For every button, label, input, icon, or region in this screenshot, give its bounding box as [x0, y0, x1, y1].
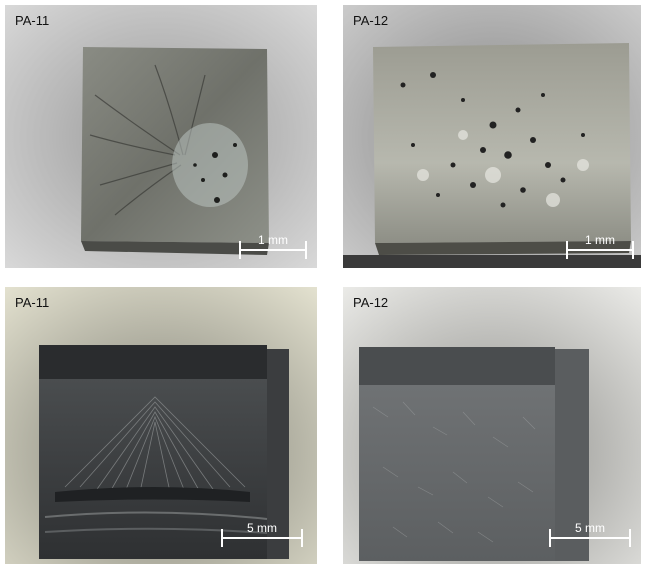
photo-panel-pa12-bottom: PA-12 5 mm: [343, 287, 641, 564]
specimen-image: [5, 287, 317, 564]
scale-bar: 1 mm: [566, 233, 634, 261]
micrograph-panel-pa12-top: PA-12 1 mm: [343, 5, 641, 268]
scale-bar: 5 mm: [549, 521, 631, 549]
scale-bar: 1 mm: [239, 233, 307, 261]
sample-label: PA-11: [15, 13, 50, 28]
sample-label: PA-11: [15, 295, 50, 310]
sample-label: PA-12: [353, 295, 389, 310]
scale-bar-label: 1 mm: [585, 233, 615, 247]
micrograph-panel-pa11-top: PA-11 1 mm: [5, 5, 317, 268]
scale-bar-label: 1 mm: [258, 233, 288, 247]
specimen-image: [343, 5, 641, 268]
photo-panel-pa11-bottom: PA-11 5 mm: [5, 287, 317, 564]
scale-bar: 5 mm: [221, 521, 303, 549]
specimen-image: [343, 287, 641, 564]
scale-bar-label: 5 mm: [575, 521, 605, 535]
sample-label: PA-12: [353, 13, 389, 28]
scale-bar-label: 5 mm: [247, 521, 277, 535]
specimen-image: [5, 5, 317, 268]
